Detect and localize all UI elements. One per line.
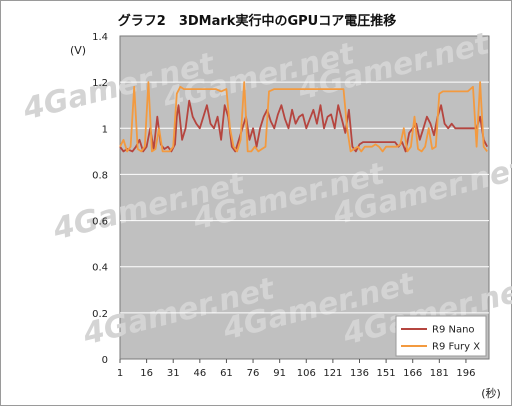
x-tick-label: 106	[297, 368, 316, 379]
y-tick-label: 0.8	[92, 170, 108, 181]
series-line-r9-nano	[119, 99, 489, 153]
legend-box	[395, 315, 487, 357]
x-tick-label: 46	[193, 368, 206, 379]
y-axis-unit: (V)	[70, 44, 86, 57]
y-tick-label: 0.6	[92, 217, 108, 228]
y-tick-label: 0.4	[92, 263, 108, 274]
chart-title: グラフ2 3DMark実行中のGPUコア電圧推移	[118, 13, 396, 29]
x-tick-label: 166	[403, 368, 422, 379]
x-tick-label: 196	[456, 368, 475, 379]
y-tick-label: 1.2	[92, 78, 108, 89]
x-tick-labels: 1 16 31 46 61 76 91 106 121 136 151 166 181 196	[117, 359, 475, 379]
x-tick-label: 1	[117, 368, 123, 379]
series-group	[119, 81, 489, 153]
y-tick-label: 0.2	[92, 309, 108, 320]
y-tick-label: 1	[102, 124, 108, 135]
legend-label: R9 Fury X	[432, 342, 480, 353]
x-tick-label: 136	[350, 368, 369, 379]
x-tick-label: 181	[430, 368, 449, 379]
x-tick-label: 31	[167, 368, 180, 379]
y-tick-labels: 0 0.2 0.4 0.6 0.8 1 1.2 1.4	[92, 32, 108, 366]
legend-label: R9 Nano	[432, 325, 475, 336]
x-tick-label: 61	[220, 368, 233, 379]
x-tick-label: 121	[323, 368, 342, 379]
x-tick-label: 91	[273, 368, 286, 379]
y-tick-label: 0	[102, 355, 108, 366]
legend: R9 Nano R9 Fury X	[395, 315, 487, 357]
x-axis-unit: (秒)	[481, 386, 501, 400]
x-tick-label: 16	[140, 368, 153, 379]
x-tick-label: 76	[247, 368, 260, 379]
x-tick-label: 151	[377, 368, 396, 379]
y-tick-label: 1.4	[92, 32, 108, 43]
series-line-r9-fury-x	[119, 81, 488, 153]
gridlines	[120, 81, 489, 314]
